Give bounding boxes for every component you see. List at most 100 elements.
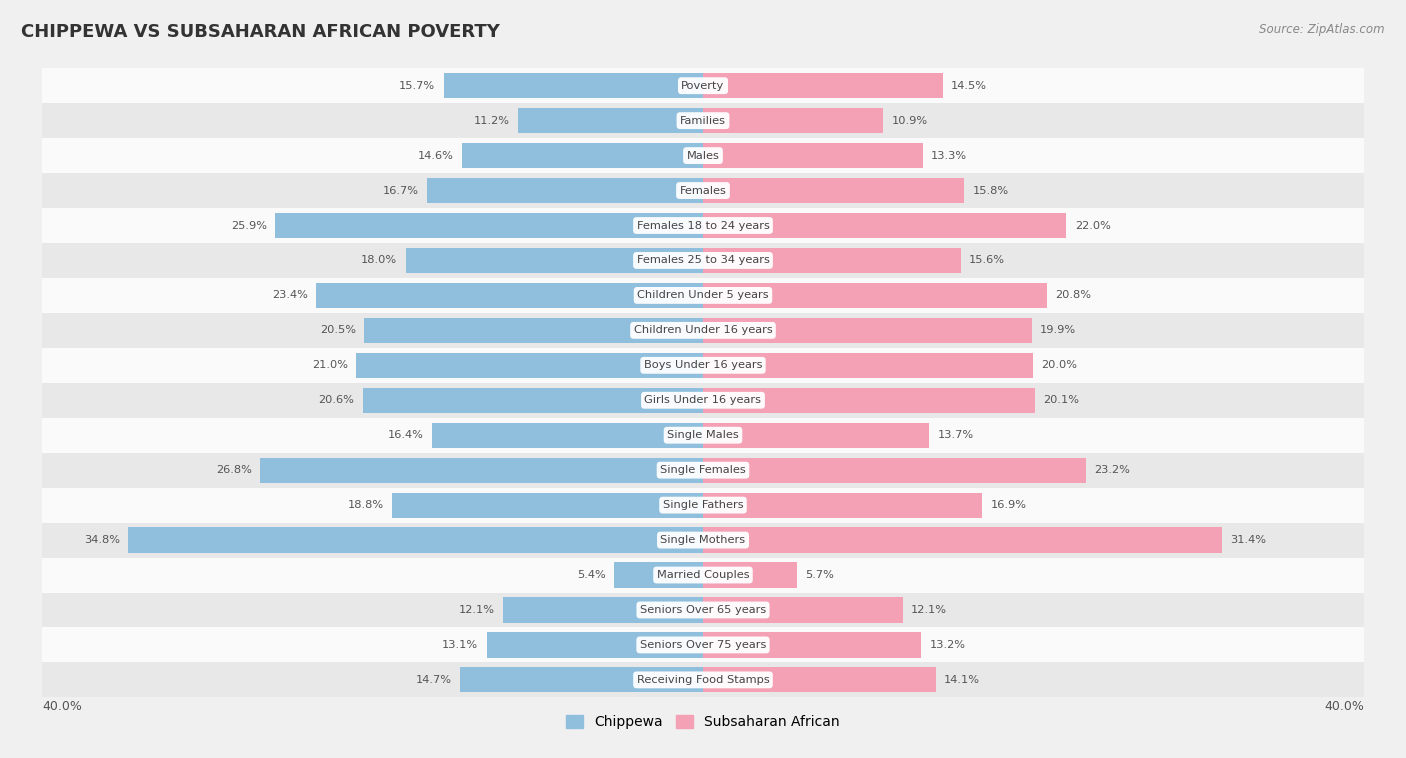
Text: Females 25 to 34 years: Females 25 to 34 years (637, 255, 769, 265)
Text: 25.9%: 25.9% (231, 221, 267, 230)
Text: 20.1%: 20.1% (1043, 395, 1080, 406)
Bar (42, 383, 1364, 418)
Bar (517, 108, 703, 133)
Bar (42, 418, 1364, 453)
Text: 26.8%: 26.8% (217, 465, 252, 475)
Bar (703, 528, 1222, 553)
Bar (703, 632, 921, 657)
Text: 19.9%: 19.9% (1040, 325, 1076, 335)
Text: CHIPPEWA VS SUBSAHARAN AFRICAN POVERTY: CHIPPEWA VS SUBSAHARAN AFRICAN POVERTY (21, 23, 501, 41)
Bar (356, 352, 703, 378)
Bar (42, 558, 1364, 593)
Text: Children Under 16 years: Children Under 16 years (634, 325, 772, 335)
Text: Married Couples: Married Couples (657, 570, 749, 580)
Text: Males: Males (686, 151, 720, 161)
Bar (703, 283, 1046, 308)
Bar (703, 178, 965, 203)
Bar (42, 487, 1364, 522)
Text: 12.1%: 12.1% (458, 605, 495, 615)
Text: 14.1%: 14.1% (945, 675, 980, 685)
Text: 18.0%: 18.0% (361, 255, 398, 265)
Text: 10.9%: 10.9% (891, 116, 928, 126)
Bar (42, 313, 1364, 348)
Text: 16.4%: 16.4% (388, 431, 423, 440)
Text: Single Females: Single Females (661, 465, 745, 475)
Bar (703, 667, 936, 693)
Text: 20.0%: 20.0% (1042, 360, 1077, 371)
Bar (703, 108, 883, 133)
Bar (503, 597, 703, 622)
Bar (703, 352, 1033, 378)
Bar (703, 213, 1066, 238)
Bar (427, 178, 703, 203)
Bar (703, 387, 1035, 413)
Text: Single Males: Single Males (666, 431, 740, 440)
Text: 13.7%: 13.7% (938, 431, 974, 440)
Bar (42, 138, 1364, 173)
Text: 23.2%: 23.2% (1094, 465, 1130, 475)
Text: Children Under 5 years: Children Under 5 years (637, 290, 769, 300)
Bar (42, 348, 1364, 383)
Text: 40.0%: 40.0% (1324, 700, 1364, 713)
Bar (486, 632, 703, 657)
Text: 16.9%: 16.9% (990, 500, 1026, 510)
Text: Families: Families (681, 116, 725, 126)
Bar (42, 278, 1364, 313)
Text: 15.8%: 15.8% (973, 186, 1008, 196)
Bar (392, 493, 703, 518)
Text: 15.6%: 15.6% (969, 255, 1005, 265)
Bar (364, 318, 703, 343)
Bar (363, 387, 703, 413)
Bar (614, 562, 703, 587)
Text: 13.3%: 13.3% (931, 151, 967, 161)
Text: 14.7%: 14.7% (416, 675, 451, 685)
Bar (444, 73, 703, 99)
Text: Receiving Food Stamps: Receiving Food Stamps (637, 675, 769, 685)
Bar (703, 318, 1032, 343)
Bar (128, 528, 703, 553)
Text: 20.5%: 20.5% (321, 325, 356, 335)
Bar (42, 662, 1364, 697)
Bar (703, 562, 797, 587)
Text: 20.6%: 20.6% (319, 395, 354, 406)
Text: 5.7%: 5.7% (806, 570, 834, 580)
Text: Boys Under 16 years: Boys Under 16 years (644, 360, 762, 371)
Text: 16.7%: 16.7% (382, 186, 419, 196)
Text: 12.1%: 12.1% (911, 605, 948, 615)
Text: Females: Females (679, 186, 727, 196)
Text: 11.2%: 11.2% (474, 116, 510, 126)
Bar (42, 522, 1364, 558)
Bar (703, 248, 960, 273)
Bar (432, 423, 703, 448)
Bar (316, 283, 703, 308)
Text: 31.4%: 31.4% (1230, 535, 1265, 545)
Text: 5.4%: 5.4% (576, 570, 606, 580)
Text: 13.1%: 13.1% (443, 640, 478, 650)
Text: 20.8%: 20.8% (1054, 290, 1091, 300)
Text: 22.0%: 22.0% (1074, 221, 1111, 230)
Bar (260, 458, 703, 483)
Text: Girls Under 16 years: Girls Under 16 years (644, 395, 762, 406)
Bar (703, 423, 929, 448)
Bar (42, 173, 1364, 208)
Text: Seniors Over 75 years: Seniors Over 75 years (640, 640, 766, 650)
Bar (42, 243, 1364, 278)
Text: 14.6%: 14.6% (418, 151, 454, 161)
Text: 15.7%: 15.7% (399, 80, 436, 91)
Text: Females 18 to 24 years: Females 18 to 24 years (637, 221, 769, 230)
Bar (703, 73, 942, 99)
Legend: Chippewa, Subsaharan African: Chippewa, Subsaharan African (561, 709, 845, 735)
Text: Single Mothers: Single Mothers (661, 535, 745, 545)
Bar (461, 143, 703, 168)
Text: Poverty: Poverty (682, 80, 724, 91)
Bar (460, 667, 703, 693)
Bar (703, 458, 1087, 483)
Bar (42, 628, 1364, 662)
Text: 40.0%: 40.0% (42, 700, 82, 713)
Text: Single Fathers: Single Fathers (662, 500, 744, 510)
Bar (703, 493, 983, 518)
Bar (42, 208, 1364, 243)
Bar (42, 593, 1364, 628)
Bar (405, 248, 703, 273)
Text: 18.8%: 18.8% (349, 500, 384, 510)
